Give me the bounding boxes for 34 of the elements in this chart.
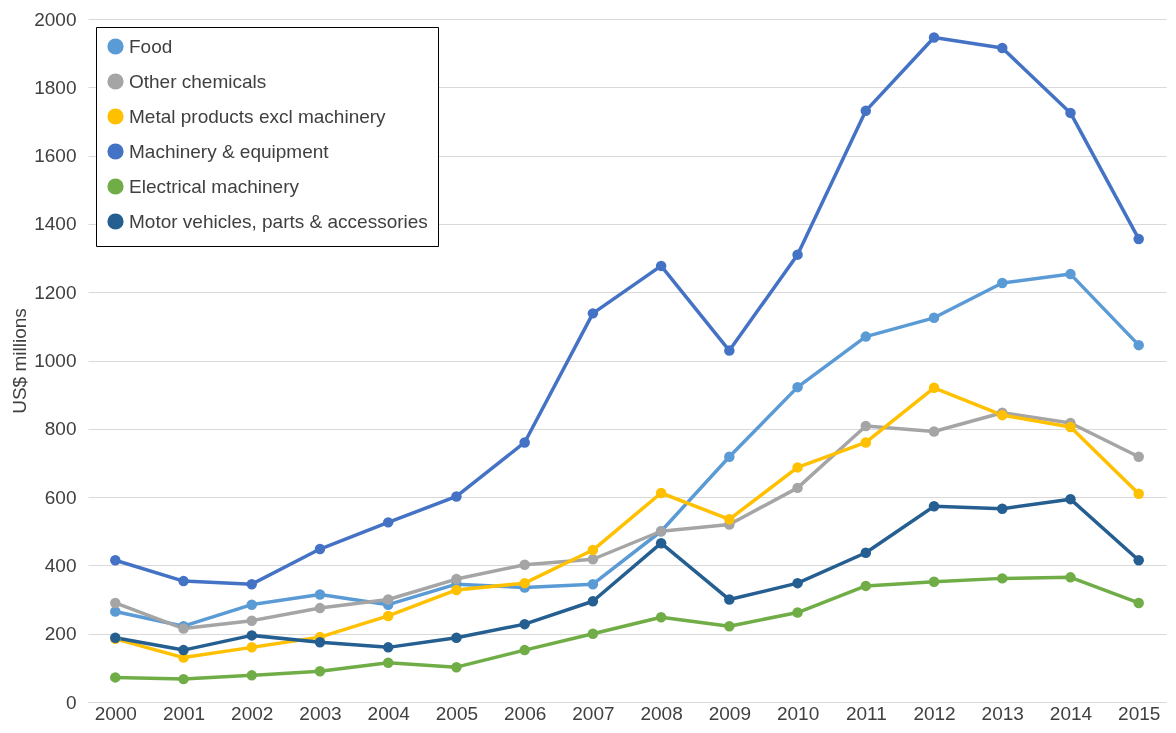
- x-tick-label: 2013: [981, 702, 1024, 724]
- legend-label: Machinery & equipment: [129, 140, 330, 162]
- x-tick-label: 2004: [367, 702, 411, 724]
- x-tick-label: 2007: [572, 702, 615, 724]
- x-tick-label: 2000: [94, 702, 137, 724]
- y-tick-label: 1800: [34, 76, 77, 98]
- legend-label: Other chemicals: [129, 70, 267, 92]
- legend-label: Food: [129, 35, 173, 57]
- legend-label: Electrical machinery: [129, 175, 300, 197]
- y-tick-label: 1600: [34, 145, 77, 167]
- y-tick-label: 400: [44, 554, 77, 576]
- x-tick-label: 2002: [231, 702, 274, 724]
- y-tick-label: 0: [65, 691, 77, 713]
- y-tick-label: 1000: [34, 350, 77, 371]
- legend-label: Motor vehicles, parts & accessories: [129, 210, 428, 232]
- x-tick-label: 2012: [913, 702, 956, 724]
- x-tick-label: 2001: [162, 702, 206, 724]
- y-tick-label: 200: [44, 623, 77, 645]
- y-axis-title: US$ millions: [9, 308, 31, 414]
- x-tick-label: 2014: [1049, 702, 1093, 724]
- x-tick-label: 2010: [776, 702, 820, 724]
- y-tick-label: 600: [44, 486, 77, 508]
- x-tick-label: 2009: [708, 702, 751, 724]
- x-tick-label: 2003: [299, 702, 342, 724]
- y-tick-label: 1200: [34, 281, 77, 303]
- y-tick-label: 800: [44, 418, 77, 440]
- x-tick-label: 2015: [1118, 702, 1161, 724]
- x-tick-label: 2011: [845, 702, 887, 724]
- y-tick-label: 2000: [34, 8, 77, 30]
- x-tick-label: 2008: [640, 702, 683, 724]
- x-tick-label: 2006: [504, 702, 547, 724]
- y-tick-label: 1400: [34, 213, 77, 235]
- legend-label: Metal products excl machinery: [129, 105, 387, 127]
- x-tick-label: 2005: [435, 702, 479, 724]
